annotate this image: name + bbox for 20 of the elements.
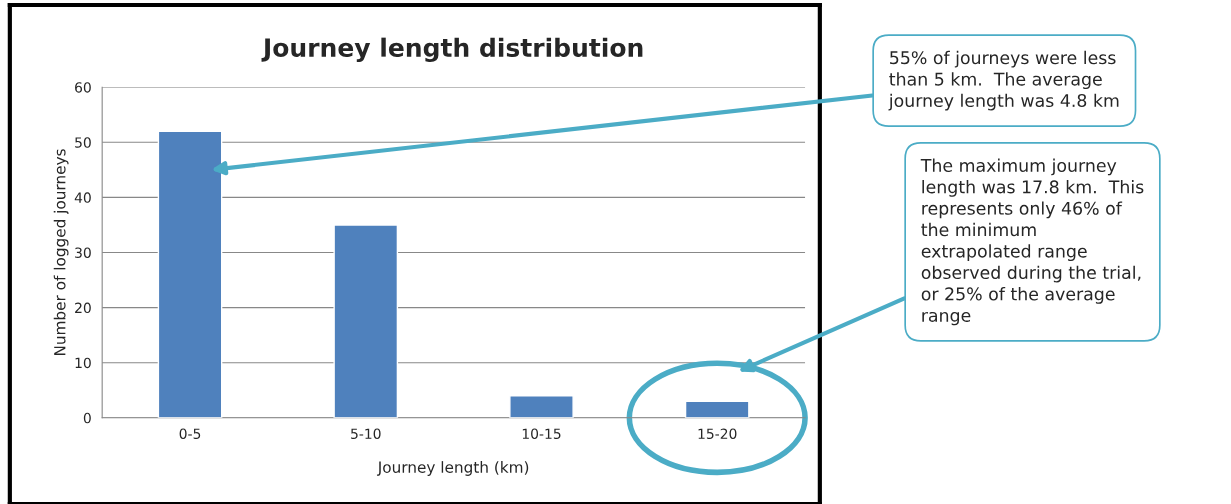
- y-tick-label: 20: [75, 302, 91, 314]
- y-tick-label: 0: [83, 412, 91, 424]
- bar: [509, 395, 574, 418]
- bar: [684, 400, 750, 418]
- x-tick-label: 5-10: [351, 428, 381, 439]
- x-tick-label: 0-5: [179, 428, 201, 439]
- x-tick-label: 10-15: [522, 428, 561, 439]
- x-tick-label: 15-20: [698, 428, 737, 439]
- y-tick-label: 10: [75, 357, 91, 369]
- y-axis-title: Number of logged journeys: [53, 149, 69, 356]
- bar: [157, 130, 223, 418]
- y-tick-label: 40: [74, 192, 91, 203]
- bar: [333, 224, 399, 418]
- text: 55% of journeys were less than 5 km. The average journey length was 4.8 km: [888, 50, 1119, 111]
- y-tick-label: 30: [75, 247, 91, 258]
- chart-title: Journey length distribution: [261, 37, 643, 63]
- text: The maximum journey length was 17.8 km. This represents only 46% of the minimum extrapolated range observed during the trial, or 25% of the average range: [920, 158, 1144, 326]
- x-axis-title: Journey length (km): [376, 461, 529, 476]
- y-tick-label: 60: [75, 82, 91, 93]
- y-tick-label: 50: [75, 137, 91, 148]
